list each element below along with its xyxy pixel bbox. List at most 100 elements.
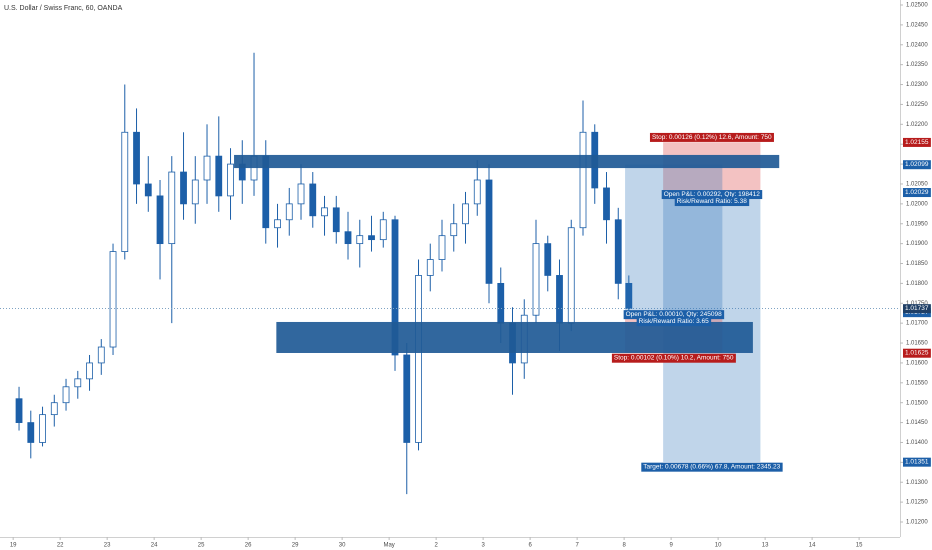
y-tick-label: 1.02350 xyxy=(906,62,928,68)
position-profit-zone xyxy=(625,164,723,313)
x-tick-label: 3 xyxy=(481,543,485,549)
axis-price-label: 1.02099 xyxy=(905,161,929,168)
candle-body xyxy=(462,203,469,225)
x-tick-label: May xyxy=(383,543,394,549)
y-tick-label: 1.01850 xyxy=(906,261,928,267)
target-label: Target: 0.00678 (0.66%) 67.8, Amount: 23… xyxy=(643,464,780,471)
candle-body xyxy=(109,251,117,348)
candle-body xyxy=(144,183,152,197)
candle-body xyxy=(485,179,493,284)
current-price-label: 1.01737 xyxy=(905,305,929,312)
rr-label-bg xyxy=(636,317,712,327)
candle-body xyxy=(544,243,552,276)
candle-body xyxy=(579,131,587,229)
candle-body xyxy=(603,187,610,221)
candle-body xyxy=(415,275,422,443)
candle-body xyxy=(74,378,82,388)
rr-label: Risk/Reward Ratio: 5.38 xyxy=(677,198,747,205)
candle-body xyxy=(274,219,281,229)
axis-price-label: 1.01351 xyxy=(905,459,929,466)
candle-body xyxy=(121,131,129,252)
candle-body xyxy=(368,235,375,241)
pnl-label: Open P&L: 0.00292, Qty: 198412 xyxy=(664,191,761,198)
y-tick-label: 1.02400 xyxy=(906,42,928,48)
candle-body xyxy=(97,346,105,364)
y-tick-label: 1.01550 xyxy=(906,380,928,386)
x-tick-label: 14 xyxy=(809,543,816,549)
x-tick-label: 13 xyxy=(762,543,769,549)
y-tick-label: 1.01800 xyxy=(906,281,928,287)
y-tick-label: 1.02300 xyxy=(906,82,928,88)
stop-label-bg xyxy=(649,132,774,142)
y-tick-label: 1.01750 xyxy=(906,301,928,307)
candle-body xyxy=(473,179,481,205)
x-tick-label: 15 xyxy=(856,543,863,549)
x-tick-label: 19 xyxy=(10,543,17,549)
candle-body xyxy=(309,183,317,217)
axis-price-label: 1.01625 xyxy=(905,350,929,357)
candle-body xyxy=(332,207,340,233)
x-tick-label: 7 xyxy=(575,543,579,549)
candle-body xyxy=(86,362,93,380)
axis-price-label: 1.02155 xyxy=(905,139,929,146)
pnl-label-bg xyxy=(623,310,725,320)
candle-body xyxy=(27,422,35,443)
candle-body xyxy=(321,207,328,217)
y-tick-label: 1.01600 xyxy=(906,361,928,367)
candle-body xyxy=(215,155,223,197)
x-tick-label: 22 xyxy=(57,543,64,549)
candle-body xyxy=(285,203,293,221)
chart-title: U.S. Dollar / Swiss Franc, 60, OANDA xyxy=(4,5,123,12)
y-tick-label: 1.02000 xyxy=(906,201,928,207)
candle-body xyxy=(156,195,164,245)
candle-body xyxy=(297,183,305,205)
x-tick-label: 9 xyxy=(669,543,673,549)
candle-body xyxy=(180,171,187,205)
x-tick-label: 8 xyxy=(622,543,626,549)
candle-body xyxy=(614,219,622,284)
candle-body xyxy=(426,259,434,276)
candle-body xyxy=(556,275,563,324)
candle-body xyxy=(438,235,446,260)
candle-body xyxy=(356,235,364,245)
pnl-label-bg xyxy=(661,190,763,200)
axis-price-label-bg xyxy=(903,348,931,358)
x-tick-label: 25 xyxy=(198,543,205,549)
y-tick-label: 1.01950 xyxy=(906,221,928,227)
candle-body xyxy=(450,223,458,237)
y-tick-label: 1.01300 xyxy=(906,480,928,486)
price-zone xyxy=(234,154,780,169)
y-tick-label: 1.01200 xyxy=(906,520,928,526)
candle-body xyxy=(379,219,387,241)
x-tick-label: 29 xyxy=(292,543,299,549)
x-tick-label: 10 xyxy=(715,543,722,549)
candle-body xyxy=(39,414,46,443)
candle-body xyxy=(50,402,58,416)
candle-body xyxy=(497,282,505,324)
x-tick-label: 23 xyxy=(104,543,111,549)
y-tick-label: 1.02200 xyxy=(906,122,928,128)
x-tick-label: 26 xyxy=(245,543,252,549)
x-tick-label: 6 xyxy=(528,543,532,549)
candle-body xyxy=(344,231,352,245)
stop-label: Stop: 0.00126 (0.12%) 12.6, Amount: 750 xyxy=(652,134,772,141)
candle-body xyxy=(391,219,399,356)
x-tick-label: 24 xyxy=(151,543,158,549)
y-tick-label: 1.01700 xyxy=(906,321,928,327)
candle-body xyxy=(625,282,633,309)
candle-body xyxy=(62,386,70,404)
candle-body xyxy=(203,155,211,181)
candle-body xyxy=(15,398,23,423)
price-zone xyxy=(276,321,753,353)
y-tick-label: 1.01500 xyxy=(906,400,928,406)
candle-body xyxy=(532,243,540,316)
y-tick-label: 1.02250 xyxy=(906,102,928,108)
axis-price-label-bg xyxy=(903,457,931,467)
y-tick-label: 1.02450 xyxy=(906,22,928,28)
y-tick-label: 1.01250 xyxy=(906,500,928,506)
target-label-bg xyxy=(641,462,783,472)
candle-body xyxy=(191,179,199,205)
x-tick-label: 30 xyxy=(339,543,346,549)
